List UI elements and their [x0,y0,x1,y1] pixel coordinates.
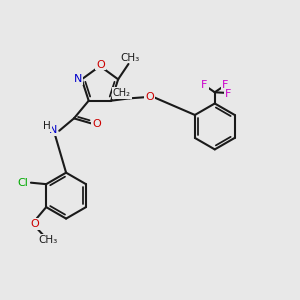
Text: CH₂: CH₂ [113,88,131,98]
Text: O: O [92,119,101,129]
Text: F: F [201,80,208,90]
Text: H: H [43,121,51,131]
Text: F: F [222,80,228,90]
Text: CH₃: CH₃ [38,235,57,244]
Text: O: O [145,92,154,102]
Text: CH₃: CH₃ [120,52,140,62]
Text: O: O [96,60,105,70]
Text: N: N [74,74,82,84]
Text: O: O [31,219,39,229]
Text: F: F [225,89,231,99]
Text: Cl: Cl [18,178,29,188]
Text: N: N [49,125,57,135]
